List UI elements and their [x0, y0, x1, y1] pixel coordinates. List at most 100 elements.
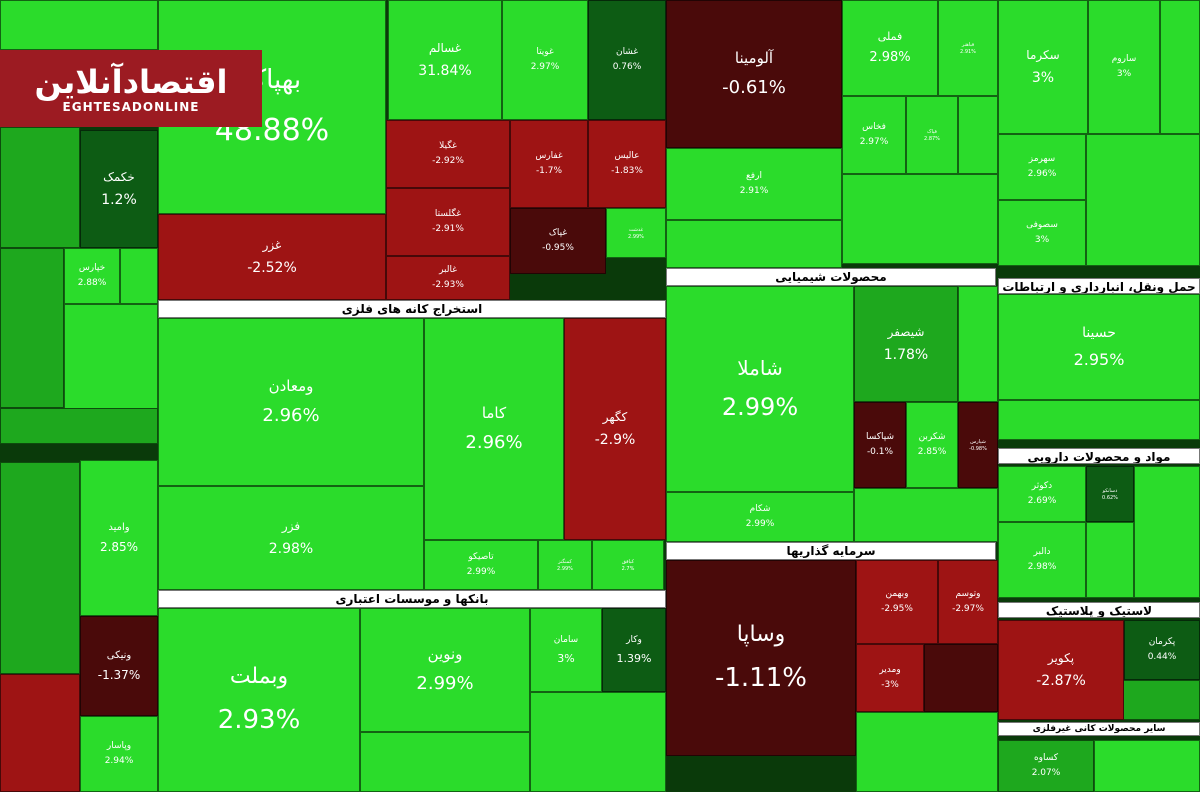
treemap-tile-unlabeled: [0, 408, 158, 444]
treemap-tile[interactable]: غالبر -2.93%: [386, 256, 510, 300]
treemap-tile[interactable]: غسالم 31.84%: [388, 0, 502, 120]
tile-symbol: وامید: [108, 521, 130, 533]
tile-change: 2.85%: [917, 447, 947, 458]
treemap-tile-unlabeled: [958, 286, 998, 402]
treemap-tile[interactable]: وامید 2.85%: [80, 460, 158, 616]
treemap-tile[interactable]: ومعادن 2.96%: [158, 318, 424, 486]
sector-header: لاستیک و پلاستیک: [998, 602, 1200, 618]
treemap-tile[interactable]: ارفع 2.91%: [666, 148, 842, 220]
treemap-tile[interactable]: غفارس -1.7%: [510, 120, 588, 208]
tile-symbol: ارفع: [746, 170, 762, 181]
tile-change: -2.93%: [432, 280, 464, 291]
treemap-tile[interactable]: غزر -2.52%: [158, 214, 386, 300]
treemap-tile-unlabeled: [998, 400, 1200, 440]
treemap-tile[interactable]: فباهنر 2.91%: [938, 0, 998, 96]
tile-change: 2.96%: [1027, 169, 1057, 180]
tile-change: 0.44%: [1147, 652, 1177, 663]
treemap-tile[interactable]: کبافق 2.7%: [592, 540, 664, 590]
treemap-tile[interactable]: شپاکسا -0.1%: [854, 402, 906, 488]
treemap-tile[interactable]: فزر 2.98%: [158, 486, 424, 590]
tile-symbol: حسینا: [1082, 324, 1116, 341]
treemap-tile-unlabeled: [360, 732, 530, 792]
treemap-tile[interactable]: شپارس -0.98%: [958, 402, 998, 488]
treemap-tile[interactable]: خکمک 1.2%: [80, 130, 158, 248]
treemap-tile[interactable]: وتوسم -2.97%: [938, 560, 998, 644]
treemap-tile[interactable]: سامان 3%: [530, 608, 602, 692]
tile-change: 1.39%: [616, 651, 652, 665]
tile-change: 2.95%: [1073, 350, 1125, 370]
tile-symbol: سهرمز: [1028, 153, 1056, 164]
treemap-tile[interactable]: غویتا 2.97%: [502, 0, 588, 120]
tile-change: 2.97%: [530, 62, 560, 73]
treemap-tile[interactable]: غگلستا -2.91%: [386, 188, 510, 256]
tile-symbol: پکویر: [1047, 650, 1075, 665]
treemap-tile[interactable]: پکرمان 0.44%: [1124, 620, 1200, 680]
treemap-tile[interactable]: سکرما 3%: [998, 0, 1088, 134]
treemap-tile[interactable]: آلومینا -0.61%: [666, 0, 842, 148]
tile-symbol: عالیس: [614, 150, 640, 161]
treemap-tile[interactable]: غپاک -0.95%: [510, 208, 606, 274]
tile-symbol: وبملت: [229, 664, 289, 690]
tile-symbol: شاملا: [737, 356, 783, 380]
treemap-tile[interactable]: وبهمن -2.95%: [856, 560, 938, 644]
treemap-tile[interactable]: سصوفی 3%: [998, 200, 1086, 266]
treemap-tile[interactable]: تاصیکو 2.99%: [424, 540, 538, 590]
sector-header: سایر محصولات کانی غیرفلزی: [998, 722, 1200, 736]
treemap-tile-unlabeled: [958, 96, 998, 174]
treemap-tile[interactable]: غگیلا -2.92%: [386, 120, 510, 188]
treemap-tile[interactable]: غدشت 2.99%: [606, 208, 666, 258]
treemap-tile[interactable]: وپاسار 2.94%: [80, 716, 158, 792]
treemap-tile[interactable]: ونوین 2.99%: [360, 608, 530, 732]
treemap-tile[interactable]: خپارس 2.88%: [64, 248, 120, 304]
tile-symbol: ومعادن: [268, 377, 314, 396]
tile-symbol: غشان: [615, 46, 639, 57]
tile-change: 1.2%: [101, 191, 137, 208]
treemap-tile[interactable]: وبملت 2.93%: [158, 608, 360, 792]
treemap-tile[interactable]: کاما 2.96%: [424, 318, 564, 540]
logo-title-en: EGHTESADONLINE: [62, 99, 200, 114]
treemap-tile[interactable]: دالبر 2.98%: [998, 522, 1086, 598]
tile-change: 2.93%: [217, 704, 301, 735]
treemap-tile[interactable]: فملی 2.98%: [842, 0, 938, 96]
tile-change: 2.98%: [268, 540, 314, 557]
tile-symbol: خکمک: [103, 169, 135, 184]
tile-change: -2.9%: [594, 431, 636, 448]
tile-symbol: دسانکو: [1102, 488, 1118, 494]
tile-symbol: غفارس: [535, 150, 563, 161]
treemap-tile[interactable]: فخاس 2.97%: [842, 96, 906, 174]
treemap-tile-unlabeled: [1086, 522, 1134, 598]
treemap-tile[interactable]: دکوثر 2.69%: [998, 466, 1086, 522]
treemap-tile[interactable]: شیصفر 1.78%: [854, 286, 958, 402]
tile-change: 0.62%: [1102, 495, 1118, 501]
tile-change: 2.99%: [628, 234, 644, 240]
tile-change: 3%: [557, 651, 575, 665]
sector-header: محصولات شیمیایی: [666, 268, 996, 286]
treemap-tile[interactable]: شکربن 2.85%: [906, 402, 958, 488]
treemap-tile-unlabeled: [854, 488, 998, 542]
treemap-tile[interactable]: کگهر -2.9%: [564, 318, 666, 540]
treemap-tile[interactable]: غشان 0.76%: [588, 0, 666, 120]
tile-symbol: غالبر: [439, 264, 457, 275]
tile-symbol: فزر: [281, 518, 301, 533]
treemap-tile[interactable]: عالیس -1.83%: [588, 120, 666, 208]
treemap-tile[interactable]: فپاک 2.87%: [906, 96, 958, 174]
treemap-tile[interactable]: سهرمز 2.96%: [998, 134, 1086, 200]
treemap-tile[interactable]: وکار 1.39%: [602, 608, 666, 692]
treemap-tile[interactable]: وساپا -1.11%: [666, 560, 856, 756]
treemap-tile[interactable]: کمنگنز 2.99%: [538, 540, 592, 590]
treemap-tile[interactable]: ونیکی -1.37%: [80, 616, 158, 716]
treemap-tile[interactable]: ساروم 3%: [1088, 0, 1160, 134]
tile-symbol: کگهر: [602, 409, 628, 424]
treemap-tile[interactable]: کساوه 2.07%: [998, 740, 1094, 792]
treemap-tile[interactable]: حسینا 2.95%: [998, 294, 1200, 400]
treemap-tile[interactable]: پکویر -2.87%: [998, 620, 1124, 720]
treemap-tile-unlabeled: [856, 712, 998, 792]
tile-symbol: غسالم: [428, 40, 462, 55]
treemap-tile-unlabeled: [666, 220, 842, 268]
treemap-tile[interactable]: شاملا 2.99%: [666, 286, 854, 492]
treemap-tile[interactable]: شکام 2.99%: [666, 492, 854, 542]
treemap-tile[interactable]: ومدیر -3%: [856, 644, 924, 712]
tile-change: 2.99%: [721, 393, 799, 422]
tile-symbol: غگلستا: [434, 208, 462, 219]
treemap-tile[interactable]: دسانکو 0.62%: [1086, 466, 1134, 522]
